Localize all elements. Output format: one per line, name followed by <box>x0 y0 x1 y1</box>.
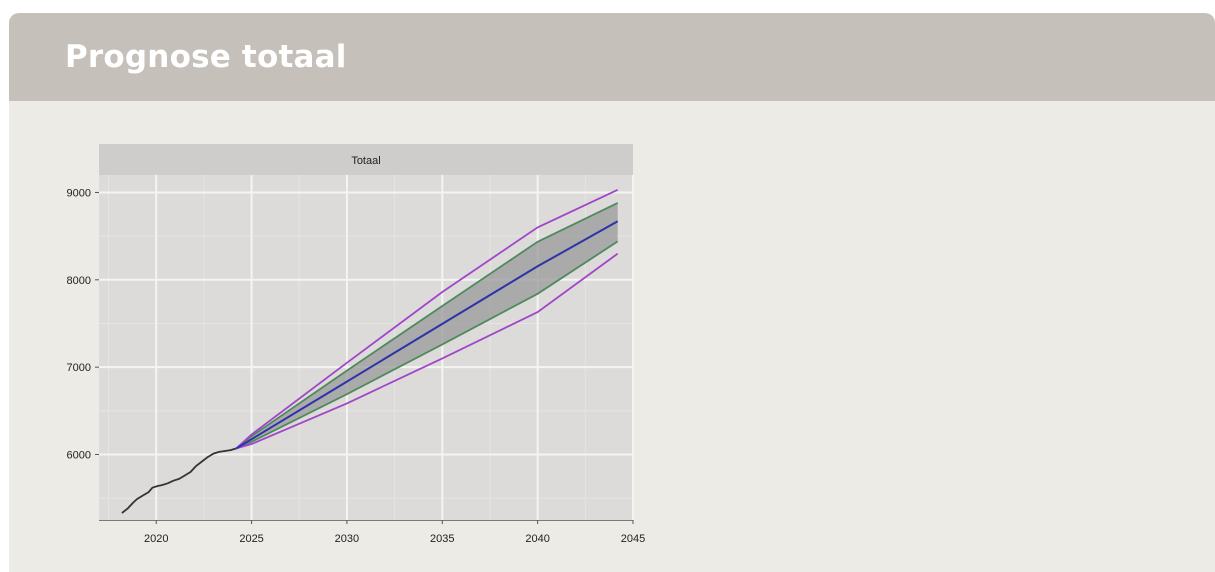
plot-panel <box>99 175 633 520</box>
y-tick-label: 7000 <box>67 362 91 374</box>
page-title: Prognose totaal <box>65 39 347 75</box>
forecast-chart: Totaal 2020 2025 2030 2035 2040 2045 6000 7000… <box>55 133 675 572</box>
x-tick-label: 2045 <box>621 533 645 545</box>
x-tick-label: 2035 <box>430 533 454 545</box>
chart-svg: Totaal 2020 2025 2030 2035 2040 2045 6000 7000… <box>67 144 645 545</box>
x-tick-label: 2030 <box>335 533 359 545</box>
facet-label: Totaal <box>351 155 380 167</box>
band-80-area <box>236 202 618 449</box>
series-lines <box>121 188 619 514</box>
y-axis: 6000 7000 8000 9000 <box>67 187 99 461</box>
x-tick-label: 2040 <box>525 533 549 545</box>
y-tick-label: 9000 <box>67 187 91 199</box>
band-95-upper-line <box>235 188 619 450</box>
band-80-upper-line <box>235 202 619 450</box>
x-tick-label: 2020 <box>144 533 168 545</box>
card-header: Prognose totaal <box>9 13 1215 101</box>
forecast-card: Prognose totaal Totaal 2020 2025 2030 2035 2… <box>9 13 1215 572</box>
band-95-lower-line <box>236 252 619 450</box>
grid-minor <box>99 175 633 520</box>
band-80-lower-line <box>235 240 619 450</box>
x-axis: 2020 2025 2030 2035 2040 2045 <box>99 520 645 545</box>
history-line <box>121 447 237 514</box>
facet-strip <box>99 144 633 175</box>
forecast-bands <box>236 202 618 449</box>
y-tick-label: 8000 <box>67 275 91 287</box>
y-tick-label: 6000 <box>67 449 91 461</box>
forecast-mean-line <box>235 220 619 450</box>
x-tick-label: 2025 <box>239 533 263 545</box>
